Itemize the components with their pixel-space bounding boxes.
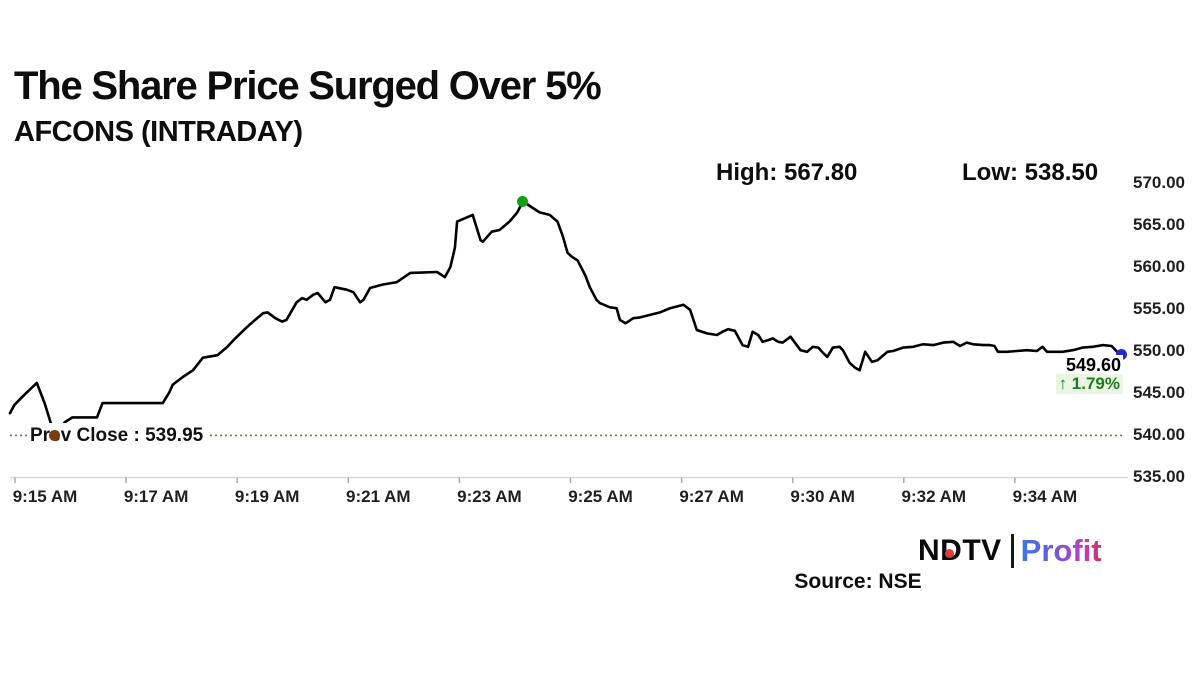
y-axis-tick-label: 555.00 (1133, 299, 1185, 318)
open-marker (49, 429, 61, 441)
ndtv-logo-dot-icon (945, 549, 954, 558)
y-axis-tick-label: 570.00 (1133, 173, 1185, 192)
page-title: The Share Price Surged Over 5% (14, 64, 602, 108)
high-marker (517, 195, 529, 207)
x-axis-tick-label: 9:23 AM (457, 487, 522, 506)
y-axis-tick-label: 560.00 (1133, 257, 1185, 276)
y-axis-tick-label: 540.00 (1133, 425, 1185, 444)
ndtv-wordmark-wrap: NDTV (918, 534, 1002, 568)
y-axis-tick-label: 565.00 (1133, 215, 1185, 234)
last-price-label: 549.60 (1063, 355, 1123, 376)
y-axis-tick-label: 535.00 (1133, 467, 1185, 486)
y-axis-tick-label: 550.00 (1133, 341, 1185, 360)
x-axis-tick-label: 9:19 AM (234, 487, 300, 506)
high-value-label: High: 567.80 (716, 159, 858, 186)
last-marker (1116, 348, 1128, 360)
ndtv-profit-logo: NDTV Profit (918, 531, 1102, 571)
x-axis-tick-label: 9:30 AM (790, 487, 855, 506)
x-axis-tick-label: 9:17 AM (123, 487, 189, 506)
x-axis-tick-label: 9:21 AM (346, 487, 411, 506)
change-percent-label: ↑ 1.79% (1055, 374, 1123, 394)
chart-subtitle: AFCONS (INTRADAY) (14, 116, 303, 148)
source-label: Source: NSE (794, 570, 922, 593)
x-axis-tick-label: 9:15 AM (12, 487, 78, 506)
y-axis-tick-label: 545.00 (1133, 383, 1185, 402)
x-axis-tick-label: 9:34 AM (1012, 487, 1078, 506)
low-value-label: Low: 538.50 (962, 159, 1099, 186)
x-axis-tick-label: 9:27 AM (679, 487, 744, 506)
x-axis-tick-label: 9:32 AM (901, 487, 967, 506)
ndtv-wordmark: NDTV (918, 534, 1002, 567)
logo-separator (1010, 534, 1014, 568)
profit-wordmark: Profit (1020, 533, 1102, 568)
x-axis-tick-label: 9:25 AM (568, 487, 633, 506)
